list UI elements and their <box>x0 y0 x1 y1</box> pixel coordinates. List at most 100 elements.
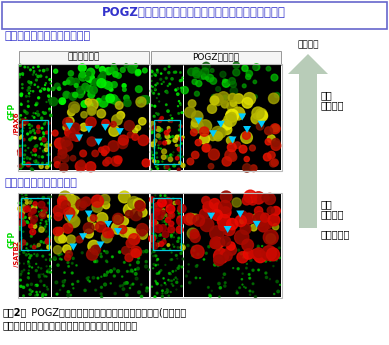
Circle shape <box>19 254 20 255</box>
Circle shape <box>230 87 238 95</box>
Bar <box>151 51 281 65</box>
Circle shape <box>166 290 168 293</box>
Circle shape <box>271 74 278 81</box>
Polygon shape <box>238 114 246 120</box>
Circle shape <box>100 72 106 78</box>
Text: 神経細胞: 神経細胞 <box>321 100 345 110</box>
Circle shape <box>32 91 34 92</box>
Circle shape <box>37 254 38 256</box>
Circle shape <box>18 263 20 264</box>
Circle shape <box>177 247 179 248</box>
Text: POGZの機能低下により、神経幹細胞が増え(上右）、: POGZの機能低下により、神経幹細胞が増え(上右）、 <box>25 307 186 317</box>
Bar <box>184 65 281 170</box>
Circle shape <box>153 160 156 162</box>
Circle shape <box>49 258 51 260</box>
Circle shape <box>171 118 173 119</box>
Circle shape <box>39 212 46 218</box>
Circle shape <box>165 292 166 294</box>
Circle shape <box>28 93 30 94</box>
Circle shape <box>20 124 23 128</box>
Circle shape <box>124 120 134 131</box>
Circle shape <box>157 168 158 169</box>
Circle shape <box>67 77 74 85</box>
Circle shape <box>180 103 181 104</box>
Circle shape <box>18 165 21 168</box>
Circle shape <box>181 267 182 268</box>
Circle shape <box>40 75 42 77</box>
Circle shape <box>42 198 44 199</box>
Circle shape <box>272 138 280 146</box>
Circle shape <box>245 74 251 79</box>
Circle shape <box>192 255 193 257</box>
Circle shape <box>29 266 30 267</box>
Circle shape <box>154 296 156 298</box>
Circle shape <box>154 223 155 224</box>
Circle shape <box>235 230 249 245</box>
Circle shape <box>63 224 73 233</box>
Circle shape <box>151 76 152 77</box>
Circle shape <box>63 124 70 130</box>
Circle shape <box>157 113 159 115</box>
Circle shape <box>100 286 102 288</box>
Circle shape <box>59 235 67 243</box>
Circle shape <box>135 269 136 270</box>
Circle shape <box>37 125 40 128</box>
Circle shape <box>88 215 95 223</box>
Circle shape <box>76 199 87 210</box>
Circle shape <box>175 277 176 278</box>
Circle shape <box>252 283 254 285</box>
Circle shape <box>254 250 266 263</box>
Circle shape <box>160 195 161 196</box>
Circle shape <box>75 161 86 171</box>
Circle shape <box>37 244 40 247</box>
Circle shape <box>225 150 236 161</box>
Circle shape <box>35 160 37 161</box>
Circle shape <box>246 70 252 77</box>
Circle shape <box>30 131 32 133</box>
Circle shape <box>41 219 42 220</box>
Circle shape <box>21 240 26 245</box>
Circle shape <box>33 160 35 162</box>
Circle shape <box>48 89 49 91</box>
Circle shape <box>221 236 231 246</box>
Circle shape <box>135 250 136 252</box>
Circle shape <box>35 79 37 81</box>
Circle shape <box>107 272 109 274</box>
Circle shape <box>69 252 71 254</box>
Circle shape <box>175 144 177 146</box>
Text: POGZの機能低下により、神経細胞の発達が遅くなる: POGZの機能低下により、神経細胞の発達が遅くなる <box>102 6 286 19</box>
Circle shape <box>171 252 172 253</box>
Text: （図2）: （図2） <box>3 307 27 317</box>
Circle shape <box>135 86 142 92</box>
Circle shape <box>77 91 84 98</box>
Circle shape <box>72 263 73 264</box>
Circle shape <box>95 289 96 291</box>
Circle shape <box>97 109 105 118</box>
Circle shape <box>165 165 169 169</box>
Circle shape <box>251 249 260 259</box>
Circle shape <box>35 154 37 156</box>
Circle shape <box>172 270 173 272</box>
Circle shape <box>172 155 173 156</box>
Circle shape <box>159 241 161 243</box>
Circle shape <box>42 111 44 113</box>
Circle shape <box>44 285 45 286</box>
Circle shape <box>161 295 163 297</box>
Circle shape <box>168 222 169 223</box>
Circle shape <box>234 142 241 148</box>
Circle shape <box>126 282 127 284</box>
Circle shape <box>182 156 183 158</box>
Circle shape <box>151 207 152 208</box>
Circle shape <box>103 228 113 238</box>
Circle shape <box>84 229 93 238</box>
Circle shape <box>40 280 42 282</box>
Circle shape <box>128 199 140 211</box>
Circle shape <box>68 109 75 116</box>
Circle shape <box>21 237 22 238</box>
Circle shape <box>19 136 22 139</box>
Circle shape <box>151 70 153 72</box>
Circle shape <box>54 69 58 73</box>
Circle shape <box>152 220 157 224</box>
Circle shape <box>22 145 23 146</box>
Circle shape <box>23 138 25 141</box>
